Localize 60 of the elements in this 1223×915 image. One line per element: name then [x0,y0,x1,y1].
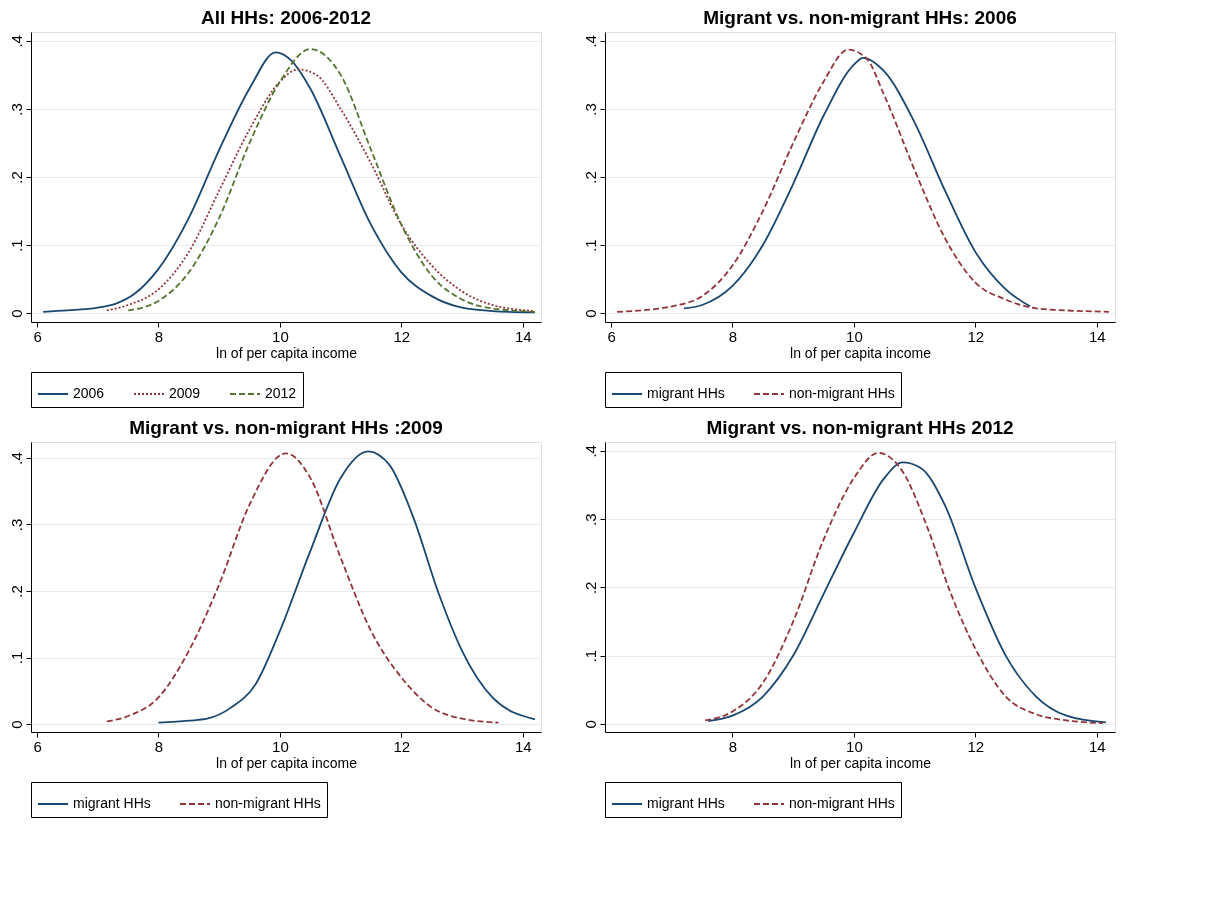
y-tick-label: .1 [7,239,25,252]
x-tick-label: 12 [393,327,411,345]
x-tick-label: 8 [728,737,738,755]
x-tick-label: 12 [967,737,985,755]
y-tick-label: 0 [7,309,25,318]
y-tick-label: .4 [581,35,599,48]
y-tick-label: .3 [581,513,599,526]
chart-title: Migrant vs. non-migrant HHs :2009 [129,417,443,438]
line-series [105,452,500,724]
x-tick-label: 8 [154,737,164,755]
x-tick-label: 14 [514,327,532,345]
legend-label: non-migrant HHs [789,385,895,401]
y-tick-label: .2 [7,585,25,598]
x-axis-title: ln of per capita income [790,344,932,361]
x-axis-title: ln of per capita income [790,754,932,771]
chart-title: Migrant vs. non-migrant HHs 2012 [706,417,1014,438]
x-tick-label: 14 [1088,327,1106,345]
y-tick-label: .3 [7,103,25,116]
y-tick-label: .2 [581,581,599,595]
y-tick-label: 0 [581,720,599,729]
y-tick-label: .1 [581,649,599,663]
x-tick-label: 10 [846,737,863,755]
x-tick-label: 12 [967,327,985,345]
x-axis-title: ln of per capita income [216,754,358,771]
line-series [616,48,1110,313]
legend-label: migrant HHs [647,795,725,811]
x-tick-label: 12 [393,737,411,755]
y-tick-label: .2 [581,171,599,184]
chart-title: All HHs: 2006-2012 [200,7,372,28]
x-tick-label: 6 [33,327,42,345]
x-tick-label: 6 [607,327,616,345]
x-tick-label: 8 [728,327,738,345]
y-tick-label: .4 [581,445,599,458]
x-tick-label: 10 [272,327,289,345]
legend-label: migrant HHs [73,795,151,811]
x-tick-label: 10 [272,737,289,755]
line-series [683,56,1031,310]
y-tick-label: .3 [7,518,25,532]
x-tick-label: 6 [33,737,42,755]
y-tick-label: .4 [7,452,25,465]
x-axis-title: ln of per capita income [216,344,358,361]
x-tick-label: 8 [154,327,164,345]
legend-label: 2012 [265,385,297,401]
y-tick-label: 0 [7,720,25,729]
legend-label: non-migrant HHs [789,795,895,811]
y-tick-label: 0 [581,309,599,318]
legend-label: migrant HHs [647,385,725,401]
x-tick-label: 10 [846,327,863,345]
y-tick-label: .1 [581,239,599,252]
chart-title: Migrant vs. non-migrant HHs: 2006 [703,7,1017,28]
y-tick-label: .3 [581,103,599,116]
legend-label: 2009 [169,385,201,401]
legend-label: 2006 [73,385,105,401]
y-tick-label: .4 [7,35,25,48]
y-tick-label: .2 [7,171,25,184]
legend-label: non-migrant HHs [215,795,321,811]
line-series [157,450,536,724]
x-tick-label: 14 [514,737,532,755]
y-tick-label: .1 [7,651,25,665]
x-tick-label: 14 [1088,737,1106,755]
